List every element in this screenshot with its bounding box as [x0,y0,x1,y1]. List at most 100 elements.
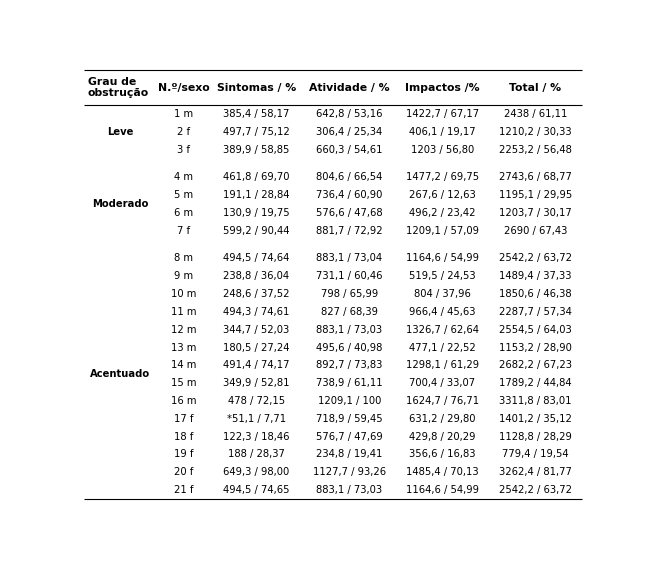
Text: 356,6 / 16,83: 356,6 / 16,83 [409,449,476,459]
Text: 718,9 / 59,45: 718,9 / 59,45 [316,414,383,424]
Text: 883,1 / 73,03: 883,1 / 73,03 [316,485,382,495]
Text: 1164,6 / 54,99: 1164,6 / 54,99 [406,253,479,263]
Text: 892,7 / 73,83: 892,7 / 73,83 [316,360,382,370]
Text: 180,5 / 27,24: 180,5 / 27,24 [223,342,289,352]
Text: 306,4 / 25,34: 306,4 / 25,34 [316,127,382,137]
Text: 642,8 / 53,16: 642,8 / 53,16 [316,109,382,119]
Text: 130,9 / 19,75: 130,9 / 19,75 [223,208,289,218]
Text: 804 / 37,96: 804 / 37,96 [414,289,471,299]
Text: 1489,4 / 37,33: 1489,4 / 37,33 [499,271,572,282]
Text: 2542,2 / 63,72: 2542,2 / 63,72 [499,485,572,495]
Text: 1153,2 / 28,90: 1153,2 / 28,90 [499,342,572,352]
Text: 191,1 / 28,84: 191,1 / 28,84 [223,190,289,200]
Text: 599,2 / 90,44: 599,2 / 90,44 [223,226,289,236]
Text: 234,8 / 19,41: 234,8 / 19,41 [316,449,382,459]
Text: 660,3 / 54,61: 660,3 / 54,61 [316,145,382,155]
Text: Leve: Leve [107,127,134,137]
Text: Impactos /%: Impactos /% [405,83,480,92]
Text: 8 m: 8 m [174,253,193,263]
Text: 477,1 / 22,52: 477,1 / 22,52 [409,342,476,352]
Text: Atividade / %: Atividade / % [309,83,389,92]
Text: 731,1 / 60,46: 731,1 / 60,46 [316,271,382,282]
Text: 779,4 / 19,54: 779,4 / 19,54 [502,449,569,459]
Text: 14 m: 14 m [171,360,196,370]
Text: 1298,1 / 61,29: 1298,1 / 61,29 [406,360,479,370]
Text: 3 f: 3 f [177,145,190,155]
Text: 883,1 / 73,04: 883,1 / 73,04 [316,253,382,263]
Text: 19 f: 19 f [174,449,193,459]
Text: 576,6 / 47,68: 576,6 / 47,68 [316,208,383,218]
Text: 11 m: 11 m [171,307,196,317]
Text: 631,2 / 29,80: 631,2 / 29,80 [409,414,476,424]
Text: 2682,2 / 67,23: 2682,2 / 67,23 [499,360,572,370]
Text: 6 m: 6 m [174,208,193,218]
Text: 461,8 / 69,70: 461,8 / 69,70 [223,172,289,182]
Text: 1422,7 / 67,17: 1422,7 / 67,17 [406,109,479,119]
Text: 494,3 / 74,61: 494,3 / 74,61 [223,307,289,317]
Text: 1401,2 / 35,12: 1401,2 / 35,12 [499,414,572,424]
Text: 494,5 / 74,64: 494,5 / 74,64 [223,253,289,263]
Text: 700,4 / 33,07: 700,4 / 33,07 [410,378,476,388]
Text: 9 m: 9 m [174,271,193,282]
Text: 2690 / 67,43: 2690 / 67,43 [504,226,567,236]
Text: 2542,2 / 63,72: 2542,2 / 63,72 [499,253,572,263]
Text: 122,3 / 18,46: 122,3 / 18,46 [223,432,289,441]
Text: 881,7 / 72,92: 881,7 / 72,92 [316,226,383,236]
Text: 406,1 / 19,17: 406,1 / 19,17 [409,127,476,137]
Text: 13 m: 13 m [171,342,196,352]
Text: 1850,6 / 46,38: 1850,6 / 46,38 [499,289,572,299]
Text: 2253,2 / 56,48: 2253,2 / 56,48 [499,145,572,155]
Text: 494,5 / 74,65: 494,5 / 74,65 [223,485,289,495]
Text: 17 f: 17 f [174,414,193,424]
Text: 15 m: 15 m [171,378,196,388]
Text: 1477,2 / 69,75: 1477,2 / 69,75 [406,172,479,182]
Text: Moderado: Moderado [92,199,149,209]
Text: 1195,1 / 29,95: 1195,1 / 29,95 [498,190,572,200]
Text: 2 f: 2 f [177,127,190,137]
Text: 1127,7 / 93,26: 1127,7 / 93,26 [313,467,386,477]
Text: 248,6 / 37,52: 248,6 / 37,52 [223,289,289,299]
Text: 7 f: 7 f [177,226,190,236]
Text: 188 / 28,37: 188 / 28,37 [228,449,285,459]
Text: 344,7 / 52,03: 344,7 / 52,03 [223,325,289,335]
Text: 5 m: 5 m [174,190,193,200]
Text: 389,9 / 58,85: 389,9 / 58,85 [223,145,289,155]
Text: 2743,6 / 68,77: 2743,6 / 68,77 [499,172,572,182]
Text: 2287,7 / 57,34: 2287,7 / 57,34 [499,307,572,317]
Text: 883,1 / 73,03: 883,1 / 73,03 [316,325,382,335]
Text: 1128,8 / 28,29: 1128,8 / 28,29 [499,432,572,441]
Text: Sintomas / %: Sintomas / % [217,83,296,92]
Text: 1210,2 / 30,33: 1210,2 / 30,33 [499,127,572,137]
Text: 738,9 / 61,11: 738,9 / 61,11 [316,378,383,388]
Text: 1203 / 56,80: 1203 / 56,80 [411,145,474,155]
Text: Total / %: Total / % [509,83,561,92]
Text: 238,8 / 36,04: 238,8 / 36,04 [223,271,289,282]
Text: 1209,1 / 100: 1209,1 / 100 [317,396,381,406]
Text: 21 f: 21 f [174,485,193,495]
Text: 1485,4 / 70,13: 1485,4 / 70,13 [406,467,479,477]
Text: 1624,7 / 76,71: 1624,7 / 76,71 [406,396,479,406]
Text: 478 / 72,15: 478 / 72,15 [228,396,285,406]
Text: 1203,7 / 30,17: 1203,7 / 30,17 [499,208,572,218]
Text: 491,4 / 74,17: 491,4 / 74,17 [223,360,289,370]
Text: 4 m: 4 m [174,172,193,182]
Text: 1789,2 / 44,84: 1789,2 / 44,84 [499,378,572,388]
Text: 827 / 68,39: 827 / 68,39 [321,307,378,317]
Text: 804,6 / 66,54: 804,6 / 66,54 [316,172,382,182]
Text: 966,4 / 45,63: 966,4 / 45,63 [409,307,476,317]
Text: 267,6 / 12,63: 267,6 / 12,63 [409,190,476,200]
Text: 1326,7 / 62,64: 1326,7 / 62,64 [406,325,479,335]
Text: 20 f: 20 f [174,467,193,477]
Text: 18 f: 18 f [174,432,193,441]
Text: Grau de
obstrução: Grau de obstrução [88,77,149,99]
Text: *51,1 / 7,71: *51,1 / 7,71 [227,414,286,424]
Text: 1209,1 / 57,09: 1209,1 / 57,09 [406,226,479,236]
Text: 349,9 / 52,81: 349,9 / 52,81 [223,378,289,388]
Text: 3311,8 / 83,01: 3311,8 / 83,01 [499,396,572,406]
Text: 1164,6 / 54,99: 1164,6 / 54,99 [406,485,479,495]
Text: 496,2 / 23,42: 496,2 / 23,42 [409,208,476,218]
Text: 798 / 65,99: 798 / 65,99 [321,289,378,299]
Text: 12 m: 12 m [171,325,196,335]
Text: 385,4 / 58,17: 385,4 / 58,17 [223,109,289,119]
Text: 16 m: 16 m [171,396,196,406]
